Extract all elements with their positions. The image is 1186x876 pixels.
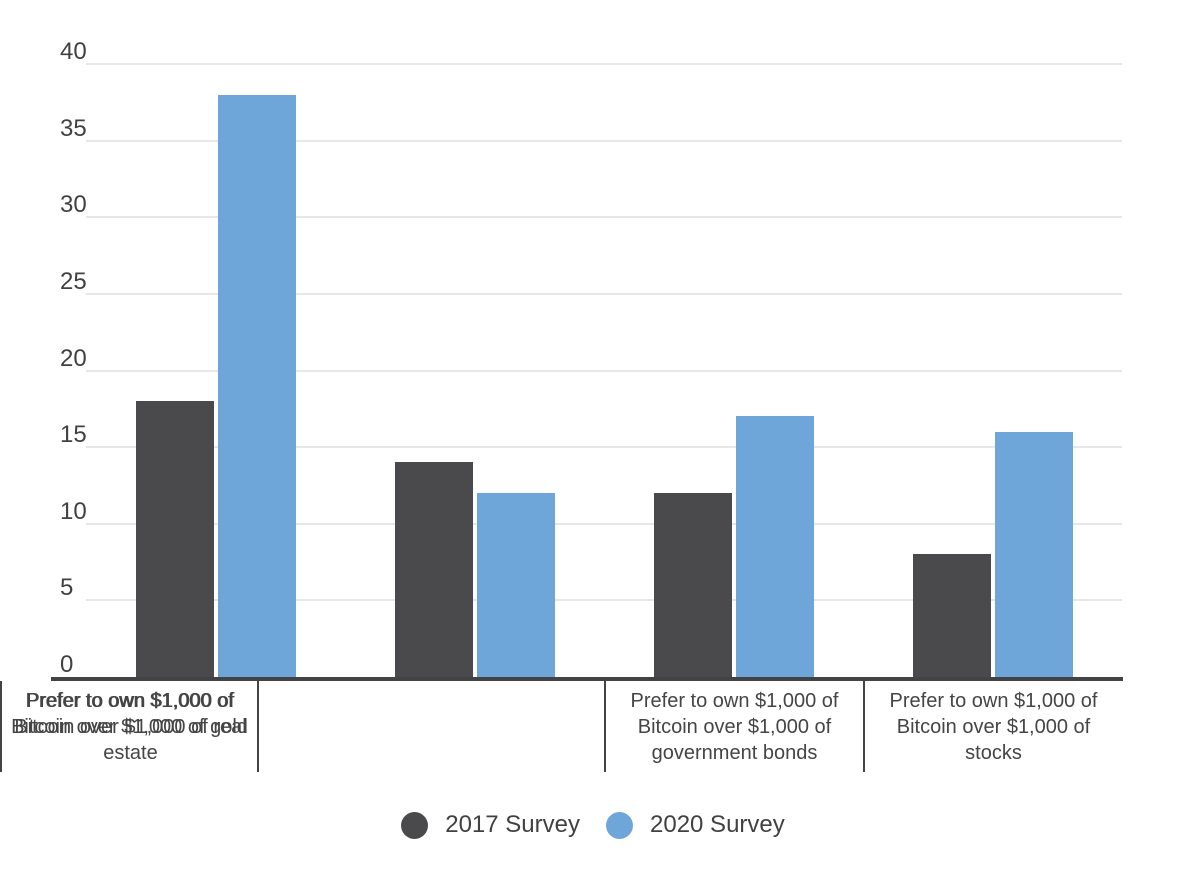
category-label-stocks: Prefer to own $1,000 of Bitcoin over $1,… — [889, 690, 1098, 764]
gridline-40 — [86, 63, 1122, 65]
category-cell-stocks: Prefer to own $1,000 of Bitcoin over $1,… — [863, 681, 1122, 772]
legend: 2017 Survey 2020 Survey — [0, 811, 1186, 839]
x-axis-line — [51, 677, 1123, 681]
bar-2017-survey-gold — [912, 554, 991, 677]
legend-label-2020: 2020 Survey — [650, 811, 785, 838]
legend-swatch-2017-icon — [401, 811, 429, 839]
gridline-35 — [86, 139, 1122, 142]
legend-item-2017-survey: 2017 Survey — [401, 811, 580, 839]
gridline-10 — [86, 522, 1122, 525]
y-tick-label-25: 25 — [60, 267, 87, 295]
gridline-5 — [86, 599, 1122, 602]
bar-2020-survey-real-estate — [735, 416, 814, 677]
bar-2017-survey-stocks — [394, 462, 473, 677]
category-cell-gold: Prefer to own $1,000 of Bitcoin over $1,… — [0, 681, 259, 772]
bar-2020-survey-stocks — [476, 493, 555, 677]
y-tick-label-30: 30 — [60, 191, 87, 219]
gridline-15 — [86, 446, 1122, 449]
y-tick-label-15: 15 — [60, 421, 87, 449]
category-label-gold: Prefer to own $1,000 of Bitcoin over $1,… — [11, 690, 248, 738]
category-label-real-estate: Prefer to own $1,000 of Bitcoin over $1,… — [14, 690, 247, 764]
category-cell-real-estate: Prefer to own $1,000 of Bitcoin over $1,… — [0, 681, 259, 772]
gridline-30 — [86, 216, 1122, 219]
bar-2017-survey-government-bonds — [135, 401, 214, 677]
category-label-government-bonds: Prefer to own $1,000 of Bitcoin over $1,… — [630, 690, 839, 764]
legend-item-2020-survey: 2020 Survey — [606, 811, 785, 839]
bar-2020-survey-gold — [994, 431, 1073, 677]
legend-swatch-2020-icon — [606, 811, 633, 839]
bar-2020-survey-government-bonds — [217, 94, 296, 677]
category-cell-government-bonds: Prefer to own $1,000 of Bitcoin over $1,… — [604, 681, 863, 772]
y-tick-label-20: 20 — [60, 344, 87, 372]
y-tick-label-35: 35 — [60, 114, 87, 142]
y-tick-label-40: 40 — [60, 38, 87, 65]
gridline-25 — [86, 292, 1122, 295]
y-tick-label-0: 0 — [60, 651, 74, 678]
bar-2017-survey-real-estate — [653, 493, 732, 677]
y-tick-label-10: 10 — [60, 497, 87, 525]
legend-label-2017: 2017 Survey — [445, 811, 580, 838]
gridline-20 — [86, 369, 1122, 372]
y-tick-label-5: 5 — [60, 574, 74, 602]
